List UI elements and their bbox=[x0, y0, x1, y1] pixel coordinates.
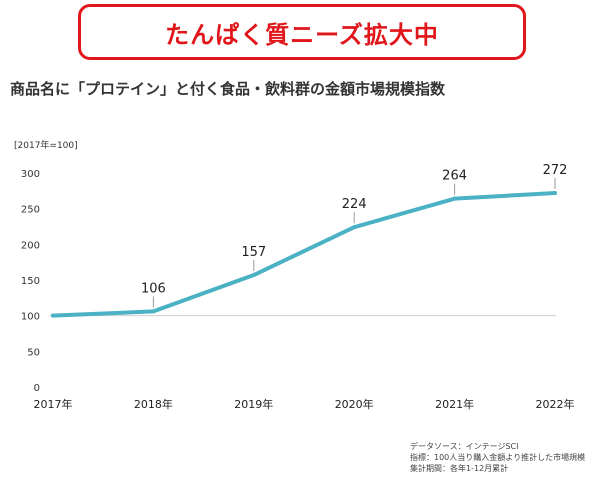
y-tick-label: 300 bbox=[21, 169, 40, 180]
y-tick-label: 50 bbox=[27, 347, 40, 358]
source-line-2: 指標：100人当り購入金額より推計した市場規模 bbox=[410, 453, 586, 462]
data-label: 157 bbox=[241, 245, 266, 260]
source-line-3: 集計期間：各年1-12月累計 bbox=[410, 464, 509, 473]
y-tick-label: 150 bbox=[21, 276, 40, 287]
x-tick-label: 2017年 bbox=[34, 397, 73, 411]
chart-subtitle: 商品名に「プロテイン」と付く食品・飲料群の金額市場規模指数 bbox=[10, 80, 446, 98]
data-point bbox=[251, 273, 256, 278]
data-label: 106 bbox=[141, 281, 166, 296]
source-line-1: データソース：インテージSCI bbox=[410, 442, 519, 451]
data-point bbox=[51, 313, 55, 318]
y-tick-label: 0 bbox=[34, 383, 40, 394]
x-tick-label: 2018年 bbox=[134, 397, 173, 411]
x-tick-label: 2019年 bbox=[234, 397, 273, 411]
data-label: 272 bbox=[543, 163, 568, 178]
data-point bbox=[352, 225, 357, 230]
series-line bbox=[51, 190, 557, 318]
x-tick-label: 2020年 bbox=[335, 397, 374, 411]
index-base-note: [2017年=100] bbox=[14, 141, 78, 151]
data-label: 224 bbox=[342, 197, 367, 212]
y-tick-label: 250 bbox=[21, 205, 40, 216]
y-tick-label: 200 bbox=[21, 240, 40, 251]
y-tick-label: 100 bbox=[21, 312, 40, 323]
data-point bbox=[151, 309, 156, 314]
x-tick-label: 2022年 bbox=[536, 397, 575, 411]
data-point bbox=[553, 190, 557, 195]
data-label: 264 bbox=[442, 169, 467, 184]
source-note: データソース：インテージSCI 指標：100人当り購入金額より推計した市場規模 … bbox=[410, 441, 585, 474]
headline-banner: たんぱく質ニーズ拡大中 bbox=[78, 4, 526, 60]
headline-text: たんぱく質ニーズ拡大中 bbox=[165, 20, 439, 49]
x-tick-label: 2021年 bbox=[435, 397, 474, 411]
data-point bbox=[452, 196, 457, 201]
